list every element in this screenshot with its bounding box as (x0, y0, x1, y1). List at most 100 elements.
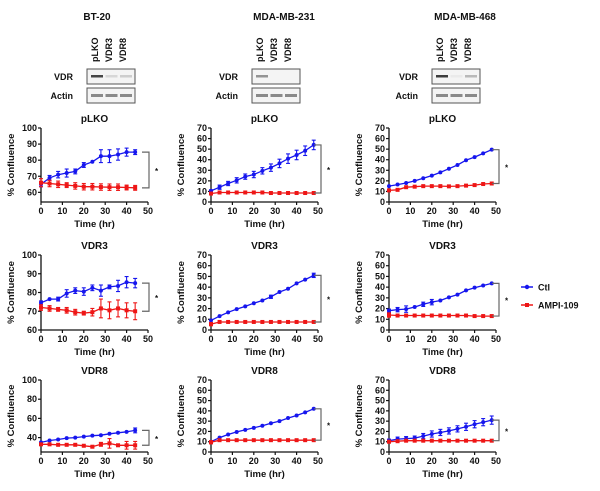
data-point (47, 306, 52, 311)
data-point (455, 426, 460, 431)
x-tick-label: 20 (249, 206, 259, 216)
data-point (243, 438, 248, 443)
x-axis-label: Time (hr) (422, 347, 462, 358)
data-point (56, 297, 61, 302)
chart-bt-20-vdr8: VDR8 0 10 20 30 40 50 40 60 80 100 Time (hr) % Confl… (6, 366, 159, 480)
y-tick-label: 30 (375, 165, 385, 175)
y-tick-label: 40 (375, 406, 385, 416)
data-point (243, 319, 248, 324)
data-point (438, 184, 443, 189)
x-tick-label: 50 (313, 456, 323, 466)
data-point (311, 319, 316, 324)
data-point (404, 313, 409, 318)
data-point (404, 307, 409, 312)
band (465, 94, 477, 97)
data-point (286, 286, 291, 291)
y-tick-label: 100 (22, 123, 37, 133)
data-point (251, 319, 256, 324)
lane-label: pLKO (255, 38, 265, 63)
y-tick-label: 20 (197, 426, 207, 436)
data-point (481, 283, 486, 288)
data-point (73, 288, 78, 293)
data-point (294, 281, 299, 286)
data-point (446, 295, 451, 300)
legend: Ctl AMPI-109 (521, 283, 579, 311)
data-point (107, 284, 112, 289)
lane-label: pLKO (90, 38, 100, 63)
x-axis-label: Time (hr) (244, 347, 284, 358)
x-tick-label: 40 (122, 456, 132, 466)
data-point (489, 147, 494, 152)
x-tick-label: 40 (122, 334, 132, 344)
significance-star: * (327, 421, 331, 430)
data-point (268, 438, 273, 443)
data-point (81, 311, 86, 316)
data-point (404, 180, 409, 185)
chart-title: pLKO (81, 114, 108, 125)
series-ampi-109 (387, 312, 494, 319)
y-tick-label: 20 (375, 176, 385, 186)
data-point (464, 183, 469, 188)
data-point (116, 185, 121, 190)
y-tick-label: 10 (375, 314, 385, 324)
data-point (133, 150, 138, 155)
data-point (47, 181, 52, 186)
x-tick-label: 40 (292, 456, 302, 466)
data-point (481, 182, 486, 187)
data-point (47, 175, 52, 180)
x-tick-label: 10 (227, 206, 237, 216)
band (450, 94, 463, 97)
y-tick-label: 60 (197, 261, 207, 271)
x-axis-label: Time (hr) (74, 219, 114, 230)
series-line (40, 429, 136, 444)
significance-bracket (142, 151, 150, 189)
data-point (81, 163, 86, 167)
y-tick-label: 70 (197, 123, 207, 133)
y-tick-label: 70 (375, 375, 385, 385)
data-point (251, 301, 256, 306)
data-point (404, 438, 409, 443)
x-tick-label: 50 (491, 456, 501, 466)
data-point (294, 438, 299, 443)
y-tick-label: 20 (197, 176, 207, 186)
y-tick-label: 60 (375, 385, 385, 395)
data-point (294, 152, 299, 157)
data-point (107, 185, 112, 190)
chart-title: VDR8 (81, 366, 108, 377)
y-tick-label: 0 (202, 325, 207, 335)
data-point (446, 438, 451, 443)
y-axis-label: % Confluence (176, 261, 187, 324)
data-point (429, 438, 434, 443)
data-point (39, 300, 43, 305)
data-point (277, 289, 282, 294)
data-point (116, 283, 121, 288)
data-point (56, 442, 61, 447)
data-point (243, 190, 248, 195)
data-point (429, 173, 434, 178)
data-point (412, 438, 417, 443)
y-tick-label: 0 (202, 197, 207, 207)
significance-bracket (492, 282, 500, 317)
y-axis-label: % Confluence (176, 385, 187, 448)
x-tick-label: 50 (143, 334, 153, 344)
western-blots: pLKO VDR3 VDR8 VDR Actin pLKO VDR3 VDR8 VDR Actin… (51, 38, 481, 104)
y-tick-label: 20 (375, 426, 385, 436)
data-point (81, 443, 86, 448)
x-tick-label: 10 (57, 334, 67, 344)
data-point (472, 183, 477, 188)
data-point (395, 439, 400, 444)
x-tick-label: 10 (57, 206, 67, 216)
y-tick-label: 70 (375, 250, 385, 260)
row-label-actin: Actin (216, 91, 239, 101)
data-point (481, 151, 486, 156)
x-tick-label: 30 (100, 206, 110, 216)
data-point (311, 142, 316, 147)
data-point (98, 154, 103, 159)
y-tick-label: 60 (197, 385, 207, 395)
band (465, 75, 477, 78)
blot-panel-vdr (251, 68, 301, 85)
significance-star: * (505, 297, 509, 306)
data-point (268, 165, 273, 170)
y-tick-label: 30 (197, 293, 207, 303)
band (120, 94, 132, 97)
